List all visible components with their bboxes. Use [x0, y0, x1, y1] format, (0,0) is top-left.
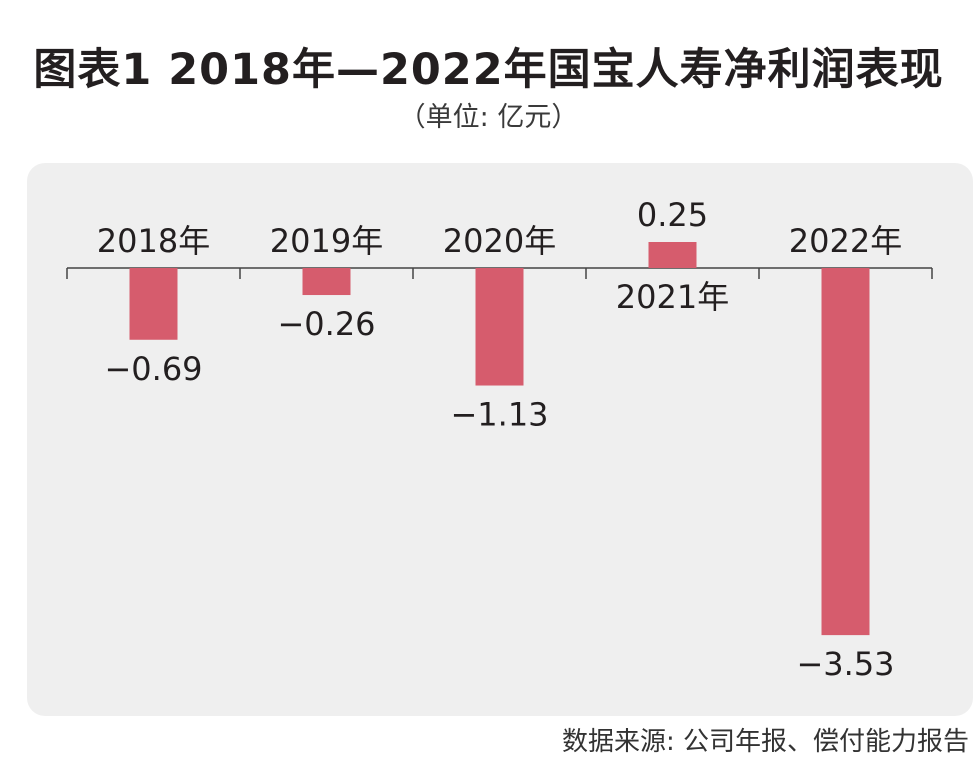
data-label: −0.26 [277, 305, 375, 343]
bar-1 [129, 268, 178, 340]
chart-panel: 2018年 −0.69 2019年 −0.26 2020年 −1.13 2021年 0.25 2… [27, 163, 973, 716]
data-source-note: 数据来源: 公司年报、偿付能力报告 [561, 727, 969, 757]
data-label: −0.69 [104, 350, 202, 388]
bar-chart: 2018年 −0.69 2019年 −0.26 2020年 −1.13 2021年 0.25 2… [66, 196, 933, 683]
chart-unit-label: （单位: 亿元） [398, 102, 579, 133]
category-label: 2018年 [97, 222, 210, 260]
category-label: 2022年 [789, 222, 902, 260]
category-label: 2020年 [443, 222, 556, 260]
bar-3 [475, 268, 524, 386]
bar-4 [648, 242, 697, 268]
data-label: 0.25 [637, 196, 708, 234]
data-label: −1.13 [450, 396, 548, 434]
chart-title: 图表1 2018年—2022年国宝人寿净利润表现 [33, 45, 944, 95]
bar-5 [821, 268, 870, 636]
category-label: 2019年 [270, 222, 383, 260]
bar-2 [302, 268, 351, 296]
category-label: 2021年 [616, 278, 729, 316]
data-label: −3.53 [796, 645, 894, 683]
